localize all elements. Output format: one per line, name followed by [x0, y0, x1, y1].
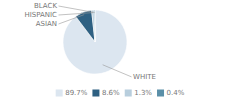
pie-slice	[94, 10, 96, 42]
slice-label: ASIAN	[36, 20, 57, 28]
legend-swatch	[56, 90, 63, 97]
slice-label: WHITE	[133, 73, 156, 81]
labels: WHITE ASIANHISPANICBLACK	[24, 2, 155, 81]
slice-label: HISPANIC	[24, 11, 57, 19]
pie-slice	[63, 10, 127, 74]
legend-item: 89.7%	[56, 89, 88, 97]
legend-swatch	[92, 90, 99, 97]
legend-label: 1.3%	[134, 89, 152, 97]
legend-label: 0.4%	[167, 89, 185, 97]
legend: 89.7% 8.6% 1.3% 0.4%	[56, 89, 185, 97]
legend-swatch	[157, 90, 164, 97]
pie-slice	[92, 10, 95, 42]
leader-line	[103, 65, 132, 77]
pie-slice	[76, 10, 95, 42]
leader-line	[59, 6, 95, 13]
pie	[63, 10, 127, 74]
legend-label: 89.7%	[65, 89, 88, 97]
legend-item: 0.4%	[157, 89, 185, 97]
chart: WHITE ASIANHISPANICBLACK 89.7% 8.6% 1.3% 0.4%	[0, 0, 240, 100]
legend-label: 8.6%	[102, 89, 120, 97]
slice-label: BLACK	[34, 2, 57, 10]
legend-item: 8.6%	[92, 89, 120, 97]
leader-line	[59, 13, 94, 15]
leader-line	[59, 15, 85, 24]
legend-swatch	[125, 90, 132, 97]
legend-item: 1.3%	[125, 89, 153, 97]
